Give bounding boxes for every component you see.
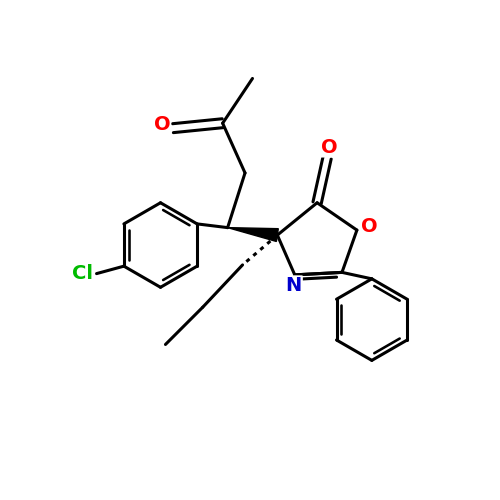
Polygon shape	[228, 228, 278, 241]
Text: N: N	[286, 276, 302, 295]
Text: O: O	[361, 216, 378, 236]
Text: O: O	[154, 114, 170, 134]
Text: Cl: Cl	[72, 264, 93, 283]
Text: O: O	[321, 138, 338, 156]
